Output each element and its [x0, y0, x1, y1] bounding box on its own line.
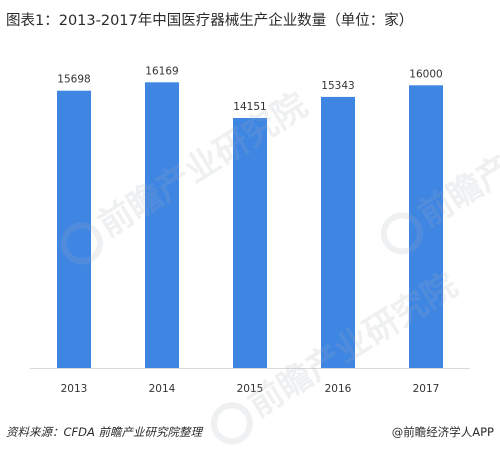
value-label-2014: 16169 — [145, 65, 178, 77]
labels-layer: 15698 2013 16169 2014 14151 2015 15343 2016 1600… — [57, 65, 442, 395]
x-tick-label-2017: 2017 — [413, 383, 440, 395]
chart-title: 图表1：2013-2017年中国医疗器械生产企业数量（单位：家） — [6, 13, 414, 29]
bar-2013 — [57, 90, 91, 368]
source-note: 资料来源：CFDA 前瞻产业研究院整理 — [6, 425, 203, 439]
bar-2015 — [233, 118, 267, 368]
bar-2017 — [409, 85, 443, 369]
value-label-2013: 15698 — [57, 74, 90, 86]
value-label-2017: 16000 — [409, 68, 442, 80]
x-tick-label-2016: 2016 — [325, 383, 352, 395]
bar-2016 — [321, 96, 355, 369]
value-label-2015: 14151 — [233, 101, 266, 113]
bars-layer — [57, 82, 443, 369]
value-label-2016: 15343 — [321, 80, 354, 92]
bar-2014 — [145, 82, 179, 369]
x-tick-label-2013: 2013 — [61, 383, 88, 395]
x-tick-label-2015: 2015 — [237, 383, 264, 395]
brand-credit: @前瞻经济学人APP — [391, 425, 494, 439]
x-tick-label-2014: 2014 — [149, 383, 176, 395]
